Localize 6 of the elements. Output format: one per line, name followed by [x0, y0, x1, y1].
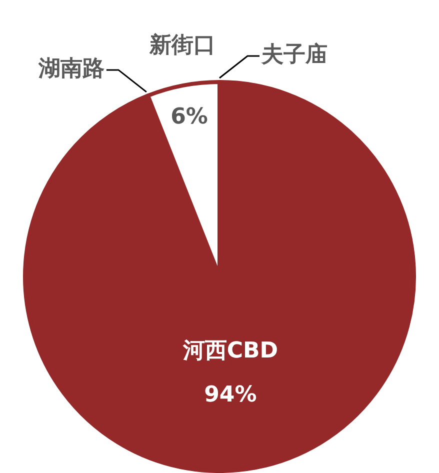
- category-label: 湖南路: [38, 56, 104, 82]
- legend-label: 夫子庙: [260, 42, 328, 68]
- slice-label: 新街口: [148, 32, 216, 58]
- slice-label: 河西CBD: [182, 338, 278, 364]
- data-label: 94%: [204, 382, 257, 408]
- data-label: 6%: [170, 104, 208, 130]
